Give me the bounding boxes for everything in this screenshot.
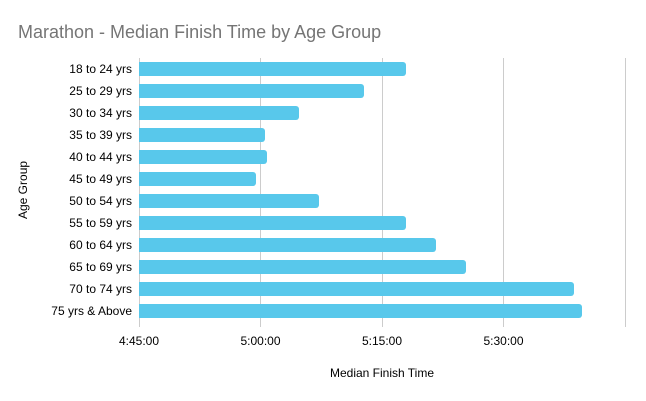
bar (139, 304, 583, 318)
y-axis-label: 70 to 74 yrs (69, 282, 132, 296)
gridline (260, 58, 261, 322)
gridline (624, 58, 626, 322)
axis-tick (138, 322, 140, 327)
x-tick-label: 5:00:00 (240, 334, 281, 348)
bar (139, 216, 407, 230)
y-axis-label: 45 to 49 yrs (69, 172, 132, 186)
axis-tick (381, 322, 383, 327)
y-axis-label: 30 to 34 yrs (69, 106, 132, 120)
y-axis-label: 50 to 54 yrs (69, 194, 132, 208)
y-axis-label: 40 to 44 yrs (69, 150, 132, 164)
gridline (381, 58, 383, 322)
bar (139, 282, 575, 296)
chart-title: Marathon - Median Finish Time by Age Gro… (18, 22, 382, 42)
y-axis-label: 35 to 39 yrs (69, 128, 132, 142)
plot-area (138, 58, 626, 327)
gridline (138, 58, 140, 322)
bar (139, 128, 265, 142)
x-tick-label: 5:15:00 (361, 334, 403, 348)
bar (139, 260, 466, 274)
y-axis-label: 18 to 24 yrs (69, 62, 132, 76)
x-axis-title: Median Finish Time (329, 366, 435, 380)
y-axis-label: 75 yrs & Above (51, 304, 132, 318)
bar (139, 150, 267, 164)
axis-tick (260, 322, 261, 327)
bar (139, 238, 436, 252)
gridline (503, 58, 504, 322)
axis-tick (503, 322, 504, 327)
bar (139, 194, 320, 208)
bar (139, 84, 365, 98)
x-tick-label: 5:30:00 (483, 334, 524, 348)
bar (139, 62, 407, 76)
axis-tick (624, 322, 626, 327)
bar (139, 172, 257, 186)
x-tick-label: 4:45:00 (118, 334, 160, 348)
y-axis-label: 65 to 69 yrs (69, 260, 132, 274)
y-axis-label: 25 to 29 yrs (69, 84, 132, 98)
bar (139, 106, 299, 120)
y-axis-label: 60 to 64 yrs (69, 238, 132, 252)
y-axis-label: 55 to 59 yrs (69, 216, 132, 230)
